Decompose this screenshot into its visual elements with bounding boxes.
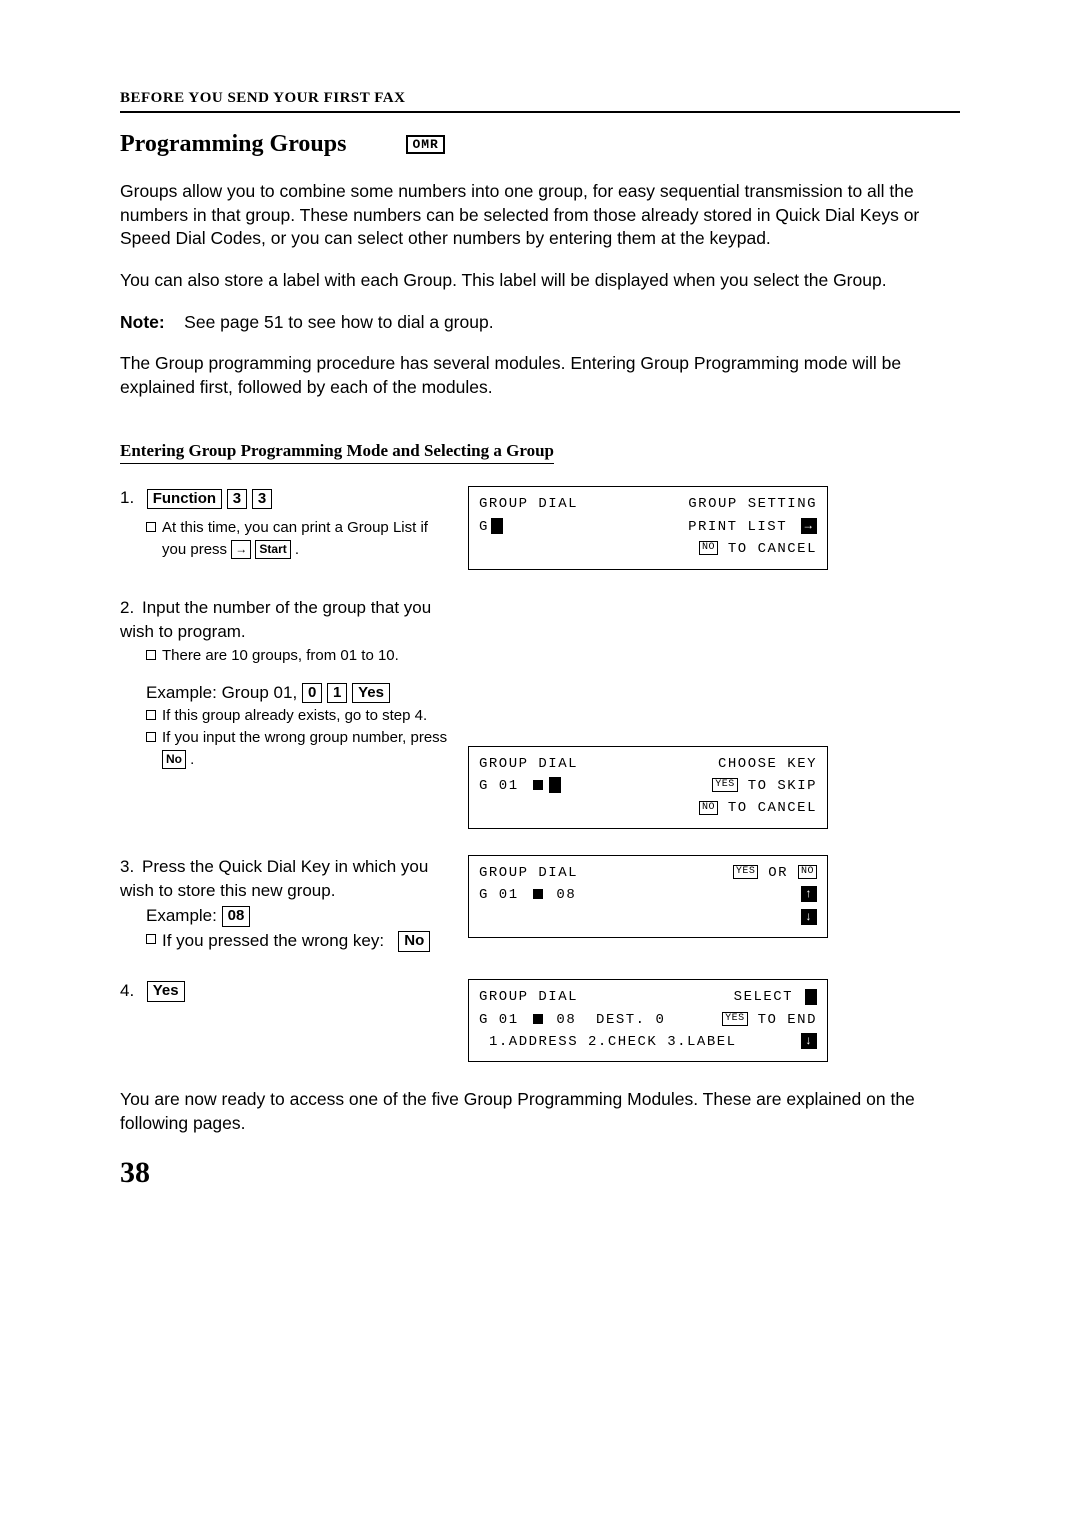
closing-paragraph: You are now ready to access one of the f… [120,1088,960,1135]
key-0[interactable]: 0 [302,683,322,704]
lcd4-l2a: G 01 [479,1012,519,1028]
key-08[interactable]: 08 [222,906,251,927]
header-rule [120,111,960,113]
lcd1-l3b: TO CANCEL [728,541,817,557]
key-3[interactable]: 3 [227,489,247,510]
step1-num: 1. [120,486,142,511]
step2-s1-text: If this group already exists, go to step… [162,705,427,727]
step-2: 2.Input the number of the group that you… [120,596,960,829]
step3-text: Press the Quick Dial Key in which you wi… [120,857,428,901]
step3-num: 3. [120,855,142,880]
lcd2-l3b: TO CANCEL [728,800,817,816]
bullet-icon [146,732,156,742]
yes-key-icon: YES [712,778,738,792]
lcd4-l1a: GROUP DIAL [479,986,578,1008]
lcd-display-2: GROUP DIAL CHOOSE KEY G 01 YES TO SKIP N… [468,746,828,829]
marker-icon [533,1014,543,1024]
no-key[interactable]: No [162,750,186,769]
paragraph-2: You can also store a label with each Gro… [120,269,960,293]
lcd2-l2b: TO SKIP [748,778,817,794]
lcd1-l1b: GROUP SETTING [688,493,817,515]
down-arrow-icon: ↓ [801,1033,817,1049]
lcd2-l1b: CHOOSE KEY [718,753,817,775]
lcd4-l3: 1.ADDRESS 2.CHECK 3.LABEL [479,1031,737,1053]
marker-icon [533,889,543,899]
yes-key-icon: YES [722,1012,748,1026]
cursor-icon [491,518,503,534]
arrow-key[interactable]: → [231,540,251,559]
bullet-icon [146,522,156,532]
lcd3-l2a: G 01 [479,887,519,903]
step2-sub-text: There are 10 groups, from 01 to 10. [162,645,399,667]
marker-icon [533,780,543,790]
step-3: 3.Press the Quick Dial Key in which you … [120,855,960,954]
key-1[interactable]: 1 [327,683,347,704]
lcd4-l2c: DEST. 0 [596,1012,665,1028]
step1-sub: At this time, you can print a Group List… [146,517,450,561]
note-line: Note: See page 51 to see how to dial a g… [120,311,960,335]
step2-sub1: There are 10 groups, from 01 to 10. [146,645,450,667]
page-header: BEFORE YOU SEND YOUR FIRST FAX [120,90,960,113]
up-arrow-icon: ↑ [801,886,817,902]
lcd1-l2a: G [479,519,489,535]
lcd-display-1: GROUP DIAL GROUP SETTING G PRINT LIST → … [468,486,828,569]
note-text: See page 51 to see how to dial a group. [184,312,493,332]
note-label: Note: [120,312,165,332]
bullet-icon [146,710,156,720]
no-key[interactable]: No [398,931,430,952]
lcd4-l2d: TO END [758,1012,817,1028]
lcd3-l1a: GROUP DIAL [479,862,578,884]
step2-period: . [190,751,194,768]
step1-period: . [295,541,299,558]
omr-badge: OMR [406,135,444,154]
header-title: BEFORE YOU SEND YOUR FIRST FAX [120,90,960,111]
step2-s2-text: If you input the wrong group number, pre… [162,729,447,746]
bullet-icon [146,650,156,660]
step-4: 4. Yes GROUP DIAL SELECT G 01 08 DEST. 0… [120,979,960,1062]
step3-example: Example: [146,906,217,925]
yes-key-icon: YES [733,865,759,879]
paragraph-3: The Group programming procedure has seve… [120,352,960,399]
step4-num: 4. [120,979,142,1004]
step2-text: Input the number of the group that you w… [120,598,431,642]
lcd3-or: OR [768,865,788,881]
step3-sub: If you pressed the wrong key: No [146,929,450,954]
section-title-row: Programming Groups OMR [120,131,960,158]
cursor-icon [805,989,817,1005]
step-1: 1. Function 3 3 At this time, you can pr… [120,486,960,569]
step2-num: 2. [120,596,142,621]
right-arrow-icon: → [801,518,817,534]
step2-s2: If you input the wrong group number, pre… [146,727,450,771]
no-key-icon: NO [699,541,718,555]
lcd-display-4: GROUP DIAL SELECT G 01 08 DEST. 0 YES TO… [468,979,828,1062]
step3-sub-text: If you pressed the wrong key: [162,931,384,950]
lcd-display-3: GROUP DIAL YES OR NO G 01 08 ↑ ↓ [468,855,828,938]
key-3b[interactable]: 3 [252,489,272,510]
subheading: Entering Group Programming Mode and Sele… [120,441,554,464]
function-key[interactable]: Function [147,489,222,510]
bullet-icon [146,934,156,944]
yes-key[interactable]: Yes [147,981,185,1002]
down-arrow-icon: ↓ [801,909,817,925]
section-title: Programming Groups [120,131,346,158]
no-key-icon: NO [798,865,817,879]
lcd4-l1b: SELECT [734,989,793,1005]
lcd4-l2b: 08 [556,1012,576,1028]
page-number: 38 [120,1156,960,1190]
lcd2-l2a: G 01 [479,778,519,794]
step2-s1: If this group already exists, go to step… [146,705,450,727]
no-key-icon: NO [699,801,718,815]
lcd3-l2b: 08 [556,887,576,903]
step2-example: Example: Group 01, [146,683,297,702]
lcd1-l2b: PRINT LIST [688,519,787,535]
lcd2-l1a: GROUP DIAL [479,753,578,775]
start-key[interactable]: Start [255,540,290,559]
yes-key[interactable]: Yes [352,683,390,704]
lcd1-l1a: GROUP DIAL [479,493,578,515]
cursor-icon [549,777,561,793]
paragraph-1: Groups allow you to combine some numbers… [120,180,960,251]
